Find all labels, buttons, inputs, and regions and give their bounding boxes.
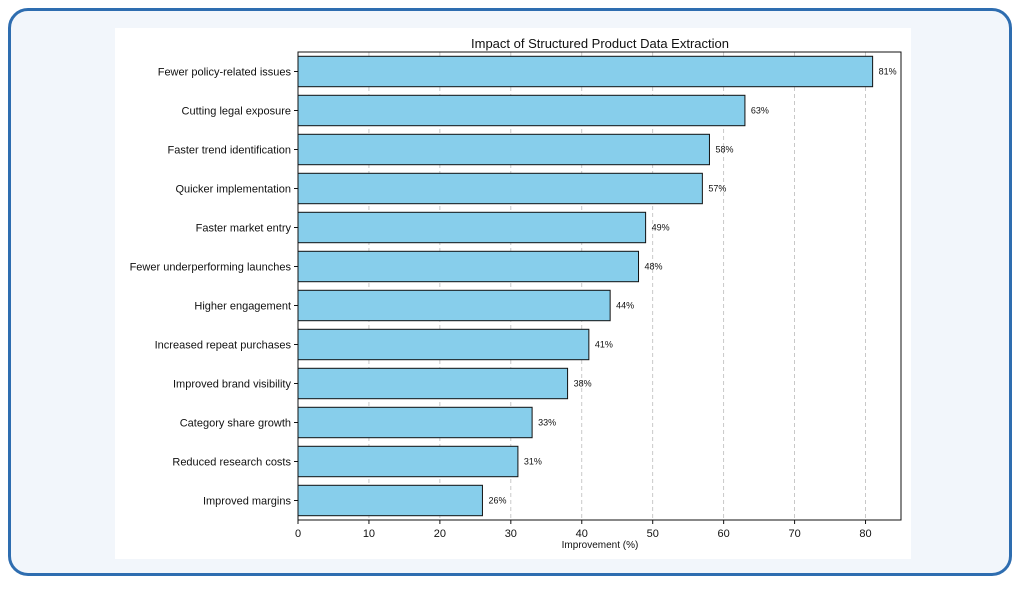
category-label: Cutting legal exposure — [182, 106, 291, 118]
x-tick-labels: 0 10 20 30 40 50 60 70 80 — [295, 520, 872, 540]
plot-frame — [297, 51, 902, 521]
bar-value-label: 48% — [645, 262, 663, 272]
bar-value-label: 33% — [538, 418, 556, 428]
bar-value-label: 49% — [652, 223, 670, 233]
bar-chart: Impact of Structured Product Data Extrac… — [130, 36, 902, 551]
category-label: Fewer underperforming launches — [130, 262, 292, 274]
x-tick-label: 50 — [647, 528, 659, 540]
bar — [297, 55, 874, 88]
x-tick-label: 20 — [434, 528, 446, 540]
grid-lines — [368, 52, 866, 520]
x-tick-label: 30 — [505, 528, 517, 540]
chart-title: Impact of Structured Product Data Extrac… — [471, 36, 729, 51]
category-label: Increased repeat purchases — [155, 340, 292, 352]
bar-value-label: 38% — [574, 379, 592, 389]
category-label: Quicker implementation — [175, 184, 291, 196]
category-label: Higher engagement — [194, 301, 291, 313]
bar-value-label: 57% — [708, 184, 726, 194]
bar — [297, 328, 590, 361]
bar — [297, 211, 647, 244]
bar-value-label: 63% — [751, 106, 769, 116]
bar — [297, 445, 519, 478]
category-label: Improved margins — [203, 496, 292, 508]
category-label: Faster trend identification — [167, 145, 291, 157]
bar — [297, 250, 640, 283]
bar-value-label: 44% — [616, 301, 634, 311]
bar — [297, 172, 703, 205]
x-tick-label: 0 — [295, 528, 301, 540]
category-labels: Fewer policy-related issues Cutting legal… — [130, 67, 298, 508]
chart-panel: Impact of Structured Product Data Extrac… — [115, 28, 911, 559]
x-tick-label: 60 — [718, 528, 730, 540]
category-label: Fewer policy-related issues — [158, 67, 292, 79]
bar — [297, 133, 710, 166]
bar — [297, 406, 533, 439]
bar — [297, 484, 483, 517]
bar-value-label: 31% — [524, 457, 542, 467]
x-tick-label: 80 — [859, 528, 871, 540]
bar-value-label: 81% — [879, 67, 897, 77]
bar — [297, 94, 746, 127]
category-label: Improved brand visibility — [173, 379, 291, 391]
x-tick-label: 40 — [576, 528, 588, 540]
bar-value-label: 58% — [715, 145, 733, 155]
bar — [297, 367, 569, 400]
x-tick-label: 70 — [788, 528, 800, 540]
category-label: Faster market entry — [196, 223, 292, 235]
bar — [297, 289, 611, 322]
x-tick-label: 10 — [363, 528, 375, 540]
bar-value-label: 26% — [488, 496, 506, 506]
category-label: Category share growth — [180, 418, 291, 430]
bars: 81% 63% 58% 57% 49% 48% 44% 41% 38% 33% 31% 26% — [297, 55, 897, 517]
bar-value-label: 41% — [595, 340, 613, 350]
category-label: Reduced research costs — [172, 457, 291, 469]
x-axis-label: Improvement (%) — [562, 540, 639, 551]
